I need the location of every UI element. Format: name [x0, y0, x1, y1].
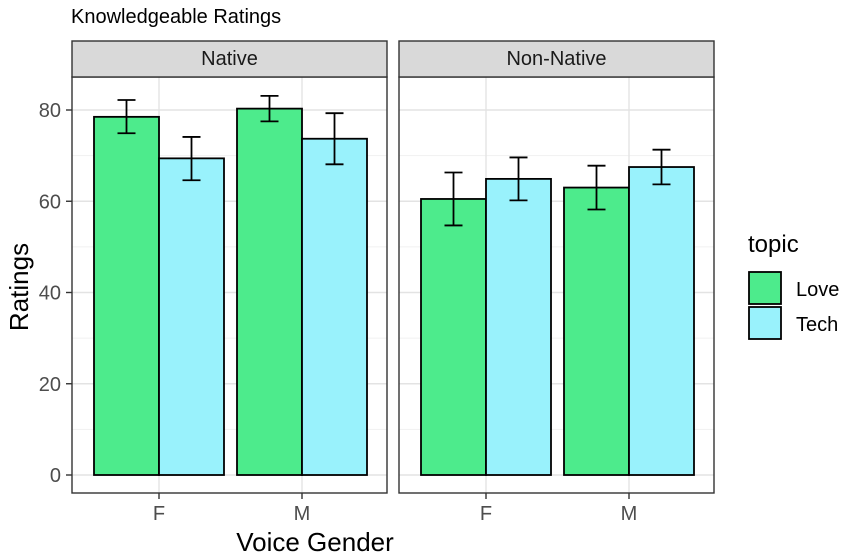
error-bar-native-m-love: [260, 94, 279, 123]
error-bar-non-native-m-tech: [652, 148, 671, 186]
legend-title: topic: [748, 231, 799, 258]
legend-label-tech: Tech: [796, 314, 838, 336]
facet-label: Native: [201, 48, 258, 70]
y-tick-label: 60: [39, 191, 61, 213]
y-tick-label: 80: [39, 100, 61, 122]
error-bar-native-f-love: [117, 99, 136, 135]
error-bar-non-native-f-love: [444, 171, 463, 227]
error-bar-non-native-f-tech: [509, 156, 528, 202]
bar-native-f-love: [93, 115, 160, 476]
x-tick-label: M: [621, 503, 638, 525]
bar-non-native-f-love: [420, 198, 487, 476]
bar-non-native-m-love: [563, 186, 630, 476]
y-tick-label: 0: [50, 465, 61, 487]
error-bar-native-f-tech: [182, 136, 201, 182]
legend-label-love: Love: [796, 279, 839, 301]
y-tick-label: 20: [39, 374, 61, 396]
x-tick-label: M: [294, 503, 311, 525]
legend: topic Love Tech: [748, 231, 839, 340]
facet-label: Non-Native: [506, 48, 606, 70]
y-axis-label: Ratings: [4, 243, 34, 331]
facet-non-native: Non-Native F M: [398, 40, 715, 525]
legend-key-love: [748, 271, 782, 305]
x-tick-label: F: [480, 503, 492, 525]
bar-non-native-m-tech: [628, 166, 695, 476]
x-axis-label: Voice Gender: [236, 527, 394, 557]
chart-title: Knowledgeable Ratings: [71, 6, 281, 28]
error-bar-non-native-m-love: [587, 164, 606, 211]
facet-panels: Native F M Non-Native F M: [71, 40, 715, 525]
facet-strip: [398, 40, 715, 78]
bar-native-f-tech: [158, 157, 225, 476]
legend-key-tech: [748, 306, 782, 340]
x-tick-label: F: [153, 503, 165, 525]
error-bar-native-m-tech: [325, 112, 344, 166]
y-tick-label: 40: [39, 283, 61, 305]
y-axis: 0 20 40 60 80: [39, 100, 72, 487]
bar-native-m-love: [236, 107, 303, 476]
bar-non-native-f-tech: [485, 177, 552, 476]
bar-native-m-tech: [301, 137, 368, 476]
facet-native: Native F M: [71, 40, 388, 525]
facet-strip: [71, 40, 388, 78]
